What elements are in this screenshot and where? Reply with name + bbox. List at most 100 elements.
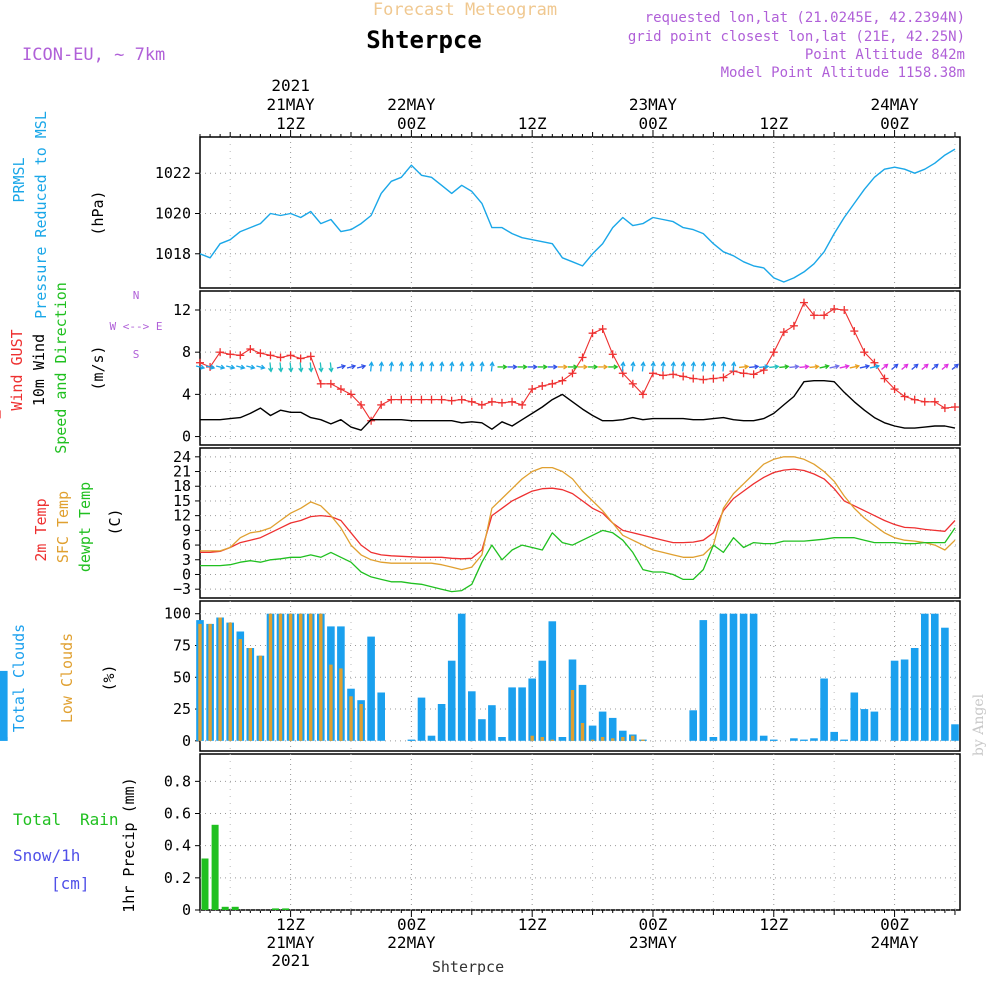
low-cloud-bar — [349, 696, 353, 741]
bottom-time-label: 21MAY — [267, 933, 316, 952]
arrow-shaft — [732, 362, 735, 372]
top-time-label: 22MAY — [387, 95, 436, 114]
bottom-time-label: 12Z — [759, 915, 788, 934]
low-cloud-bar — [208, 623, 212, 741]
arrow-head — [210, 364, 216, 370]
arrow-head — [660, 361, 666, 367]
wind-direction-arrow — [620, 361, 626, 372]
arrow-shaft — [299, 362, 302, 372]
wind-10m-label: 10m Wind — [30, 334, 48, 406]
total-cloud-bar — [538, 660, 547, 741]
arrow-shaft — [236, 365, 245, 369]
low-cloud-bar — [288, 613, 293, 741]
arrow-head — [593, 364, 599, 370]
wind-direction-arrow — [731, 361, 737, 372]
gust-marker — [417, 395, 426, 404]
total-cloud-bar — [921, 613, 929, 741]
total-cloud-bar — [739, 613, 748, 741]
low-cloud-bar — [228, 622, 232, 741]
y-tick-label: 21 — [173, 463, 191, 481]
low-cloud-bar — [309, 613, 313, 741]
arrow-head — [260, 364, 266, 370]
arrow-shaft — [881, 363, 888, 370]
gust-marker — [739, 369, 748, 378]
arrow-head — [542, 364, 549, 370]
wind-direction-arrow — [849, 364, 861, 370]
low-cloud-bar — [611, 738, 615, 741]
gust-marker — [880, 374, 889, 383]
arrow-shaft — [400, 362, 403, 372]
gust-marker — [940, 404, 949, 413]
low-cloud-bar — [248, 648, 252, 741]
arrow-shaft — [789, 365, 799, 369]
bottom-time-label: 00Z — [639, 915, 668, 934]
total-cloud-bar — [729, 613, 738, 741]
low-cloud-bar — [540, 737, 544, 741]
precip-bar — [221, 906, 229, 910]
wind-direction-arrow — [608, 364, 619, 370]
gust-marker — [659, 371, 668, 380]
gust-marker — [548, 379, 557, 388]
precip-unit-label: 1hr Precip (mm) — [120, 777, 138, 912]
gust-marker — [387, 395, 396, 404]
arrow-head — [361, 364, 367, 370]
gust-marker — [870, 358, 879, 367]
station-title: Shterpce — [366, 26, 482, 54]
wind-direction-arrow — [588, 364, 599, 370]
gust-marker — [588, 329, 597, 338]
y-tick-label: 12 — [173, 301, 191, 319]
y-tick-label: 0.8 — [164, 772, 191, 790]
title-top: Forecast Meteogram — [373, 0, 557, 20]
gust-marker — [256, 349, 265, 358]
arrow-head — [700, 361, 707, 367]
wind-direction-arrow — [449, 361, 455, 372]
wind-direction-arrow — [236, 364, 246, 370]
total-cloud-bar — [598, 711, 607, 741]
arrow-head — [340, 364, 347, 370]
arrow-shaft — [430, 362, 433, 372]
arrow-head — [640, 361, 646, 367]
y-tick-label: 50 — [173, 668, 191, 686]
arrow-head — [620, 361, 626, 367]
arrow-head — [532, 364, 538, 370]
arrow-shaft — [279, 362, 282, 372]
gust-marker — [427, 395, 436, 404]
arrow-head — [553, 364, 559, 370]
gust-marker — [719, 373, 728, 382]
gust-marker — [930, 397, 939, 406]
compass-s: S — [133, 348, 140, 361]
arrow-head — [318, 367, 324, 373]
grid-point: grid point closest lon,lat (21E, 42.25N) — [628, 29, 965, 45]
total-cloud-bar — [588, 725, 597, 741]
arrow-shaft — [420, 362, 423, 372]
arrow-head — [864, 364, 871, 370]
snow-unit-label: [cm] — [51, 874, 90, 893]
wind-speed-line — [200, 380, 956, 431]
top-time-label: 00Z — [639, 114, 668, 133]
arrow-shaft — [226, 365, 235, 369]
panel-clouds: 0 25 50 75 100 — [0, 600, 961, 752]
bottom-time-label: 2021 — [271, 951, 310, 970]
wind-direction-arrow — [308, 362, 314, 373]
total-cloud-bar — [749, 613, 758, 741]
wind-direction-arrow — [318, 362, 324, 373]
pressure-label-long: Pressure Reduced to MSL — [32, 111, 50, 319]
arrow-head — [814, 364, 820, 370]
panel-frame — [199, 753, 961, 911]
arrow-shaft — [829, 365, 839, 369]
total-cloud-bar — [870, 711, 879, 741]
panel-pressure: 1018 1020 1022 — [155, 136, 961, 289]
temp-2m-line — [200, 468, 956, 560]
low-cloud-bar — [218, 617, 222, 741]
total-cloud-bar — [810, 738, 818, 741]
gust-line — [199, 302, 956, 422]
snow-label: Snow/1h — [13, 846, 80, 865]
total-cloud-bar — [407, 739, 416, 741]
gust-marker — [226, 350, 235, 359]
gust-marker — [558, 376, 567, 385]
arrow-head — [784, 364, 790, 370]
arrow-head — [923, 363, 929, 369]
arrow-shaft — [470, 362, 473, 372]
low-cloud-bar — [530, 735, 534, 741]
